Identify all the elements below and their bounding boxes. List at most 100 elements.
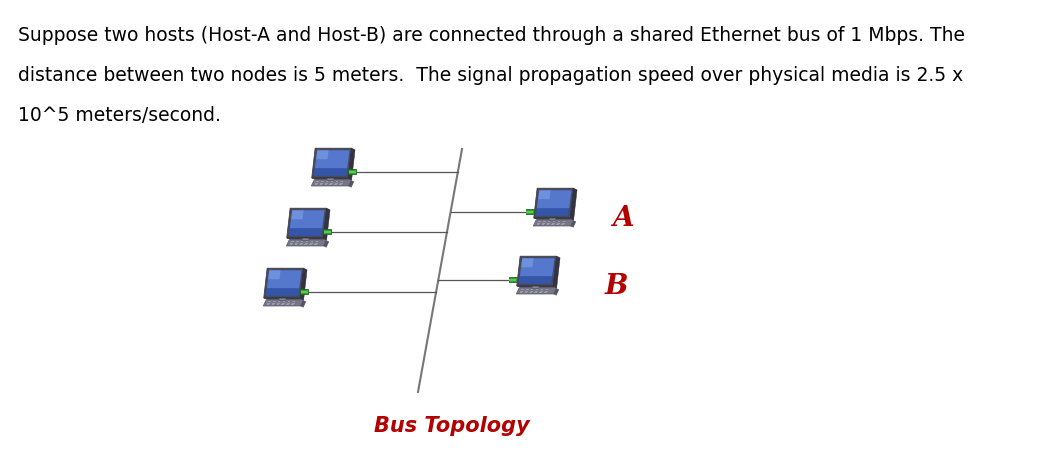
Bar [526,289,529,290]
Polygon shape [315,150,350,168]
Bar [527,212,533,213]
Bar [548,223,550,224]
Polygon shape [266,270,302,296]
Bar [272,303,275,304]
Bar [540,291,542,292]
Polygon shape [538,190,551,199]
Polygon shape [553,256,560,288]
Bar [340,183,342,184]
Bar [282,304,284,305]
Bar [325,184,327,185]
Polygon shape [263,301,304,306]
Bar [542,223,544,224]
Bar [305,243,308,244]
Polygon shape [324,241,329,247]
Polygon shape [517,286,557,288]
Bar [537,223,540,224]
Polygon shape [534,188,574,218]
Bar [540,289,543,290]
Bar [335,183,337,184]
Bar [324,232,331,233]
Polygon shape [268,270,281,279]
Polygon shape [290,210,325,228]
Bar [525,292,528,293]
Polygon shape [517,256,557,286]
Bar [288,301,290,302]
Bar [279,298,286,301]
Polygon shape [314,150,350,176]
Polygon shape [571,188,577,220]
Bar [541,224,544,225]
Bar [547,224,549,225]
Bar [561,224,564,225]
Polygon shape [536,190,572,216]
Text: A: A [612,206,633,232]
Text: 10^5 meters/second.: 10^5 meters/second. [18,106,221,125]
Bar [509,277,517,282]
Polygon shape [264,268,304,298]
Polygon shape [533,221,574,226]
Bar [557,223,560,224]
Polygon shape [300,268,307,300]
Bar [277,301,281,302]
Polygon shape [287,238,327,240]
Bar [549,218,555,221]
Bar [330,183,333,184]
Bar [302,238,309,241]
Polygon shape [554,288,559,295]
Bar [287,303,290,304]
Bar [268,301,270,302]
Polygon shape [267,270,302,288]
Bar [545,289,549,290]
Bar [315,243,317,244]
Bar [552,224,554,225]
Bar [271,304,274,305]
Bar [330,184,332,185]
Bar [530,292,532,293]
Bar [310,243,313,244]
Text: distance between two nodes is 5 meters.  The signal propagation speed over physi: distance between two nodes is 5 meters. … [18,66,963,85]
Bar [539,292,542,293]
Bar [292,303,294,304]
Bar [520,291,522,292]
Bar [534,292,537,293]
Bar [537,224,539,225]
Bar [526,291,528,292]
Bar [291,304,294,305]
Bar [562,223,564,224]
Bar [310,244,312,245]
Polygon shape [521,258,534,267]
Bar [282,303,285,304]
Bar [532,286,538,289]
Bar [305,244,307,245]
Polygon shape [300,301,306,307]
Polygon shape [324,208,330,240]
Bar [300,291,308,293]
Polygon shape [520,258,555,276]
Bar [349,171,356,173]
Polygon shape [291,210,304,219]
Polygon shape [312,148,352,178]
Polygon shape [516,288,556,294]
Bar [324,229,331,234]
Bar [300,243,303,244]
Bar [334,184,337,185]
Bar [556,224,559,225]
Text: Suppose two hosts (Host-A and Host-B) are connected through a shared Ethernet bu: Suppose two hosts (Host-A and Host-B) ar… [18,26,965,45]
Bar [283,301,286,302]
Bar [287,304,289,305]
Bar [510,279,516,281]
Bar [273,301,275,302]
Polygon shape [289,210,325,236]
Bar [349,169,356,174]
Bar [294,244,297,245]
Polygon shape [349,148,355,180]
Polygon shape [519,258,555,284]
Bar [544,292,547,293]
Bar [326,183,328,184]
Bar [277,303,280,304]
Bar [290,243,293,244]
Bar [536,289,538,290]
Bar [267,303,270,304]
Bar [299,244,303,245]
